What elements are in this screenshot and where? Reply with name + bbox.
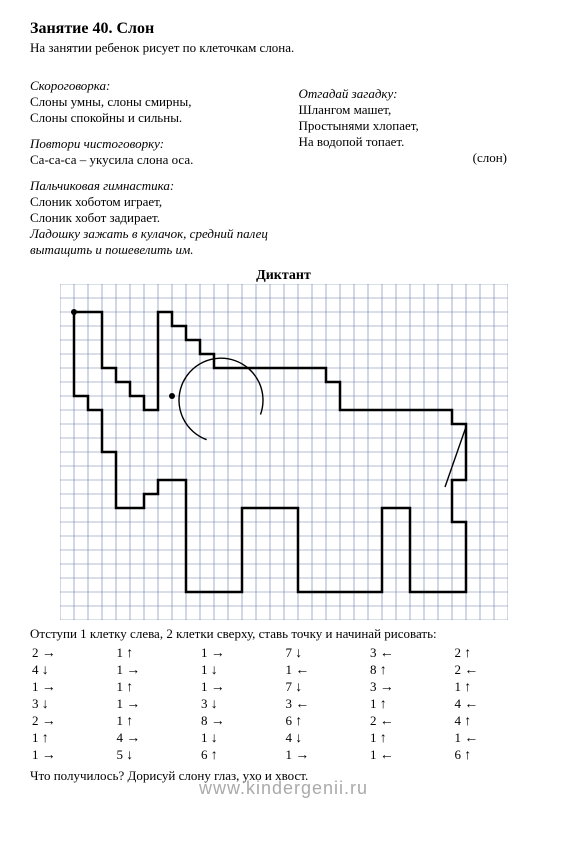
riddle-head: Отгадай загадку:	[299, 86, 538, 102]
step-cell: 1 →	[199, 645, 284, 662]
step-cell: 4 ↑	[453, 713, 538, 730]
step-cell: 1 ←	[368, 747, 453, 764]
step-cell: 5 ↓	[115, 747, 200, 764]
step-cell: 6 ↑	[453, 747, 538, 764]
step-cell: 7 ↓	[284, 645, 369, 662]
step-cell: 2 ←	[368, 713, 453, 730]
step-cell: 3 ←	[284, 696, 369, 713]
text-columns: Скороговорка: Слоны умны, слоны смирны, …	[30, 68, 537, 258]
step-cell: 6 ↑	[284, 713, 369, 730]
palchik-instruction: Ладошку зажать в кулачок, средний палец …	[30, 226, 269, 258]
step-cell: 1 ↑	[368, 696, 453, 713]
step-cell: 7 ↓	[284, 679, 369, 696]
step-cell: 4 ↓	[284, 730, 369, 747]
diktant-title: Диктант	[30, 268, 537, 284]
chistogovorka-head: Повтори чистоговорку:	[30, 136, 269, 152]
step-cell: 1 ↑	[115, 645, 200, 662]
step-cell: 1 →	[30, 679, 115, 696]
page-title: Занятие 40. Слон	[30, 20, 537, 38]
step-cell: 1 ↑	[115, 713, 200, 730]
step-cell: 1 →	[115, 662, 200, 679]
riddle-line: На водопой топает.	[299, 134, 538, 150]
riddle-answer: (слон)	[299, 150, 538, 166]
step-cell: 2 →	[30, 713, 115, 730]
palchik-line: Слоник хоботом играет,	[30, 194, 269, 210]
skorogovorka-line: Слоны умны, слоны смирны,	[30, 94, 269, 110]
right-column: Отгадай загадку: Шлангом машет, Простыня…	[299, 68, 538, 258]
step-cell: 1 →	[30, 747, 115, 764]
step-cell: 3 ↓	[199, 696, 284, 713]
step-cell: 4 ↓	[30, 662, 115, 679]
step-cell: 1 ↓	[199, 730, 284, 747]
step-cell: 1 →	[284, 747, 369, 764]
step-cell: 1 ↑	[115, 679, 200, 696]
step-cell: 1 ←	[453, 730, 538, 747]
step-cell: 1 →	[199, 679, 284, 696]
skorogovorka-line: Слоны спокойны и сильны.	[30, 110, 269, 126]
steps-table: 2 →1 ↑1 →7 ↓3 ←2 ↑4 ↓1 →1 ↓1 ←8 ↑2 ←1 →1…	[30, 645, 537, 764]
step-cell: 8 ↑	[368, 662, 453, 679]
step-cell: 3 ←	[368, 645, 453, 662]
step-cell: 1 ←	[284, 662, 369, 679]
step-cell: 1 ↑	[30, 730, 115, 747]
step-cell: 2 ↑	[453, 645, 538, 662]
instruction-text: Отступи 1 клетку слева, 2 клетки сверху,…	[30, 626, 537, 642]
palchik-head: Пальчиковая гимнастика:	[30, 178, 269, 194]
elephant-grid-svg	[60, 284, 508, 620]
step-cell: 1 ↑	[368, 730, 453, 747]
step-cell: 3 ↓	[30, 696, 115, 713]
riddle-line: Шлангом машет,	[299, 102, 538, 118]
step-cell: 1 ↓	[199, 662, 284, 679]
grid-diagram	[30, 284, 537, 620]
step-cell: 6 ↑	[199, 747, 284, 764]
left-column: Скороговорка: Слоны умны, слоны смирны, …	[30, 68, 269, 258]
subtitle: На занятии ребенок рисует по клеточкам с…	[30, 40, 537, 56]
chistogovorka-line: Са-са-са – укусила слона оса.	[30, 152, 269, 168]
step-cell: 1 ↑	[453, 679, 538, 696]
step-cell: 1 →	[115, 696, 200, 713]
skorogovorka-head: Скороговорка:	[30, 78, 269, 94]
step-cell: 4 →	[115, 730, 200, 747]
step-cell: 2 ←	[453, 662, 538, 679]
step-cell: 2 →	[30, 645, 115, 662]
step-cell: 4 ←	[453, 696, 538, 713]
step-cell: 8 →	[199, 713, 284, 730]
palchik-line: Слоник хобот задирает.	[30, 210, 269, 226]
step-cell: 3 →	[368, 679, 453, 696]
riddle-line: Простынями хлопает,	[299, 118, 538, 134]
